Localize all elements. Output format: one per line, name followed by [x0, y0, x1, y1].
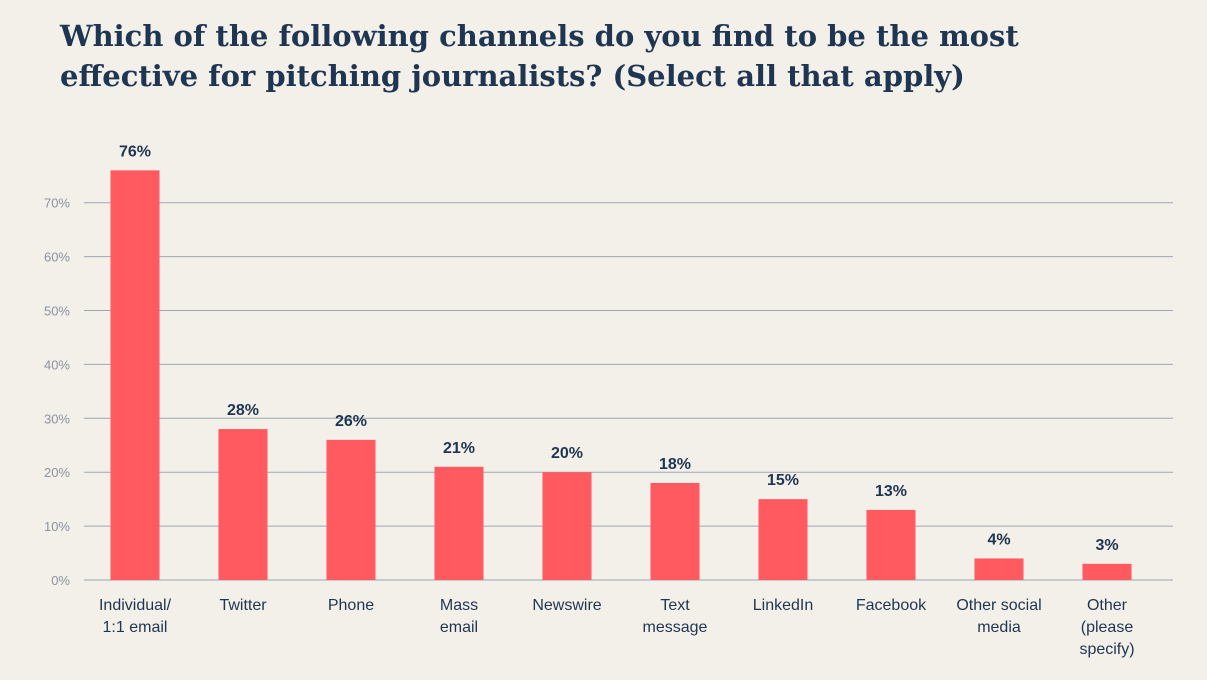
category-label: LinkedIn	[753, 597, 814, 614]
data-label: 76%	[119, 143, 151, 160]
bar	[110, 170, 160, 581]
bar	[650, 482, 700, 580]
y-tick-label: 20%	[44, 465, 70, 480]
category-label: Twitter	[219, 597, 267, 614]
bar	[326, 439, 376, 580]
y-tick-label: 10%	[44, 519, 70, 534]
y-tick-label: 70%	[44, 196, 70, 211]
category-label-line: Newswire	[532, 597, 601, 614]
chart-title-line-1: Which of the following channels do you f…	[60, 19, 1019, 53]
data-label: 21%	[443, 440, 475, 457]
data-label: 18%	[659, 456, 691, 473]
data-label: 3%	[1095, 537, 1118, 554]
y-tick-label: 0%	[51, 573, 70, 588]
category-label-line: 1:1 email	[103, 619, 168, 636]
bar	[1082, 563, 1132, 580]
category-label: Other (please specify)	[1079, 597, 1134, 658]
y-tick-label: 30%	[44, 411, 70, 426]
category-label: Phone	[328, 597, 374, 614]
data-label: 20%	[551, 445, 583, 462]
data-label: 4%	[987, 531, 1010, 548]
y-tick-label: 60%	[44, 250, 70, 265]
chart-title-line-2: effective for pitching journalists? (Sel…	[60, 59, 965, 93]
category-label-line: Text	[660, 597, 690, 614]
data-label: 13%	[875, 483, 907, 500]
data-label: 15%	[767, 472, 799, 489]
bar	[434, 466, 484, 580]
bar	[974, 558, 1024, 580]
chart-title: Which of the following channels do you f…	[60, 16, 1060, 96]
category-label-line: Other social	[956, 597, 1041, 614]
category-label: Mass email	[440, 597, 478, 636]
category-label-line: email	[440, 619, 478, 636]
data-label: 26%	[335, 413, 367, 430]
category-label-line: Twitter	[219, 597, 267, 614]
category-label-line: specify)	[1079, 641, 1134, 658]
category-label-line: Other	[1087, 597, 1128, 614]
category-label-line: Phone	[328, 597, 374, 614]
bar	[542, 472, 592, 580]
category-label-line: Individual/	[99, 597, 172, 614]
category-label: Facebook	[856, 597, 927, 614]
category-label-line: (please	[1081, 619, 1134, 636]
category-label-line: message	[643, 619, 708, 636]
category-label-line: Mass	[440, 597, 478, 614]
y-tick-label: 40%	[44, 357, 70, 372]
category-label-line: media	[977, 619, 1021, 636]
category-label: Text message	[643, 597, 708, 636]
category-label-line: LinkedIn	[753, 597, 814, 614]
category-label: Individual/1:1 email	[99, 597, 172, 636]
bar	[866, 509, 916, 580]
category-label: Other social media	[956, 597, 1041, 636]
data-label: 28%	[227, 402, 259, 419]
bar	[758, 499, 808, 580]
category-label: Newswire	[532, 597, 601, 614]
category-label-line: Facebook	[856, 597, 927, 614]
y-tick-label: 50%	[44, 304, 70, 319]
bar	[218, 429, 268, 580]
